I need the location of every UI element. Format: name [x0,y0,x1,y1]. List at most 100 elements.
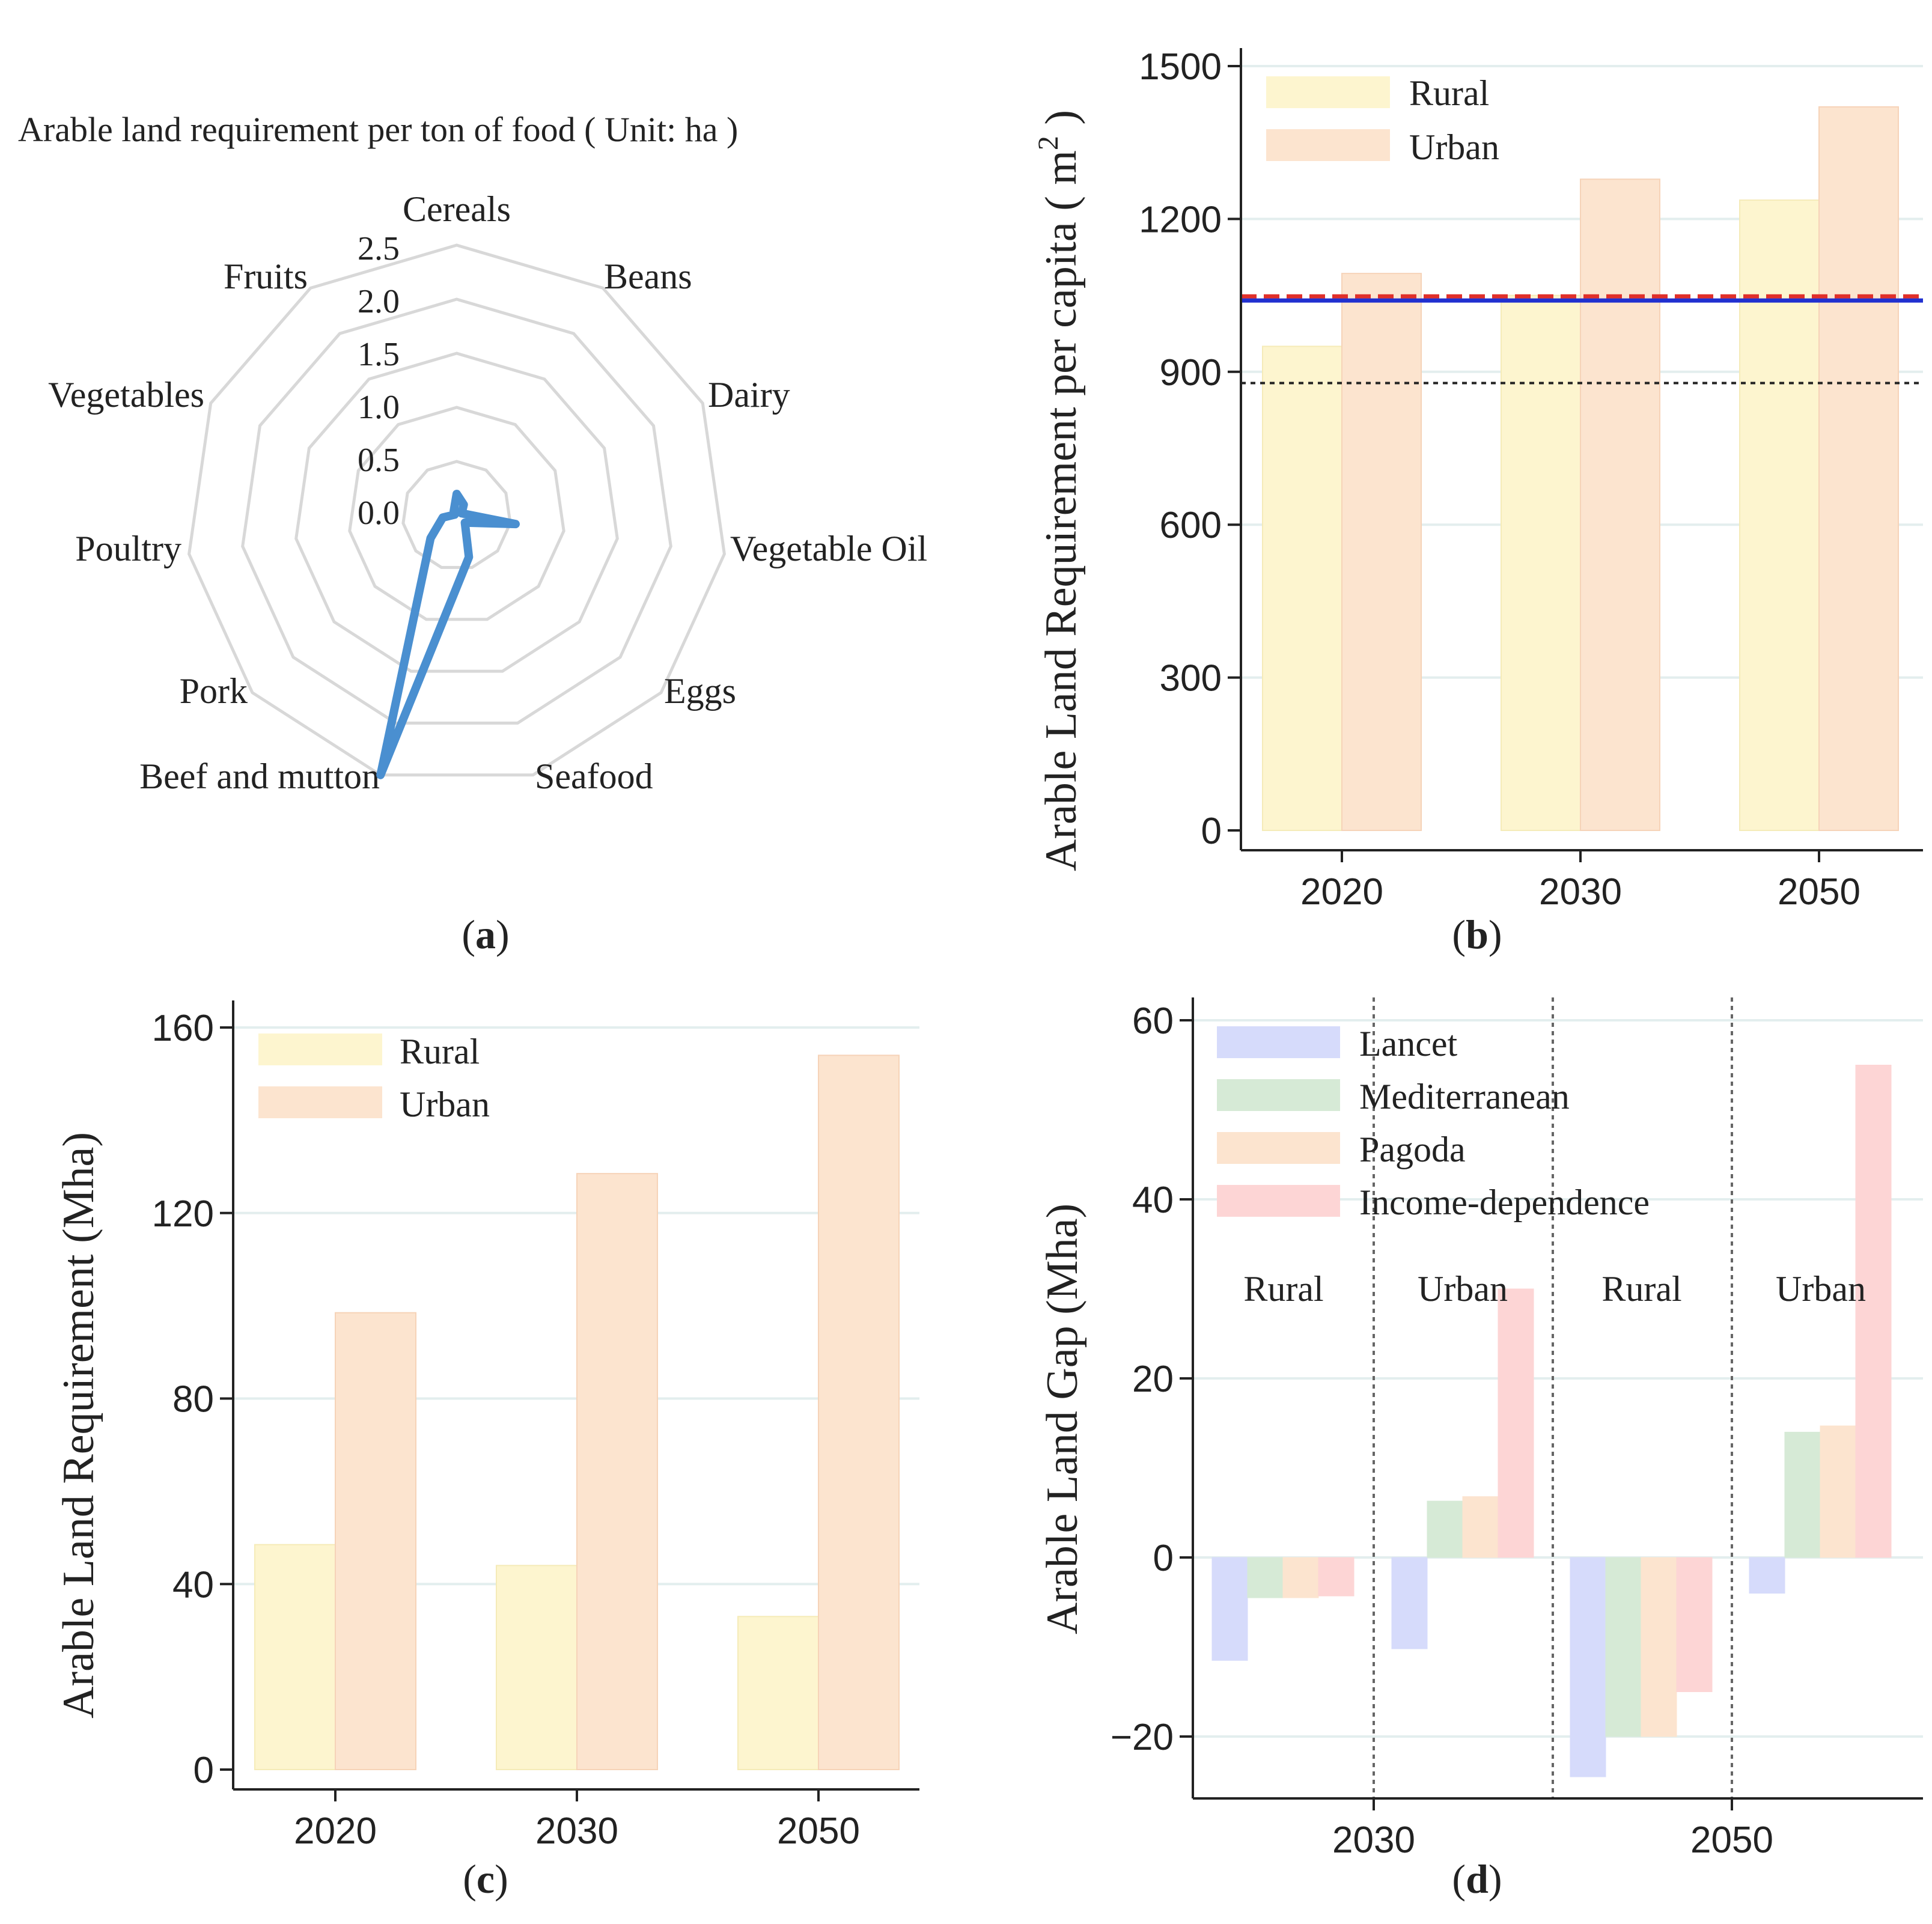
radar-rtick: 2.0 [358,283,400,320]
legend-swatch-urban [258,1086,382,1118]
radar-label-poultry: Poultry [75,529,181,568]
y-tick-label: 120 [152,1193,214,1235]
panel-d-x-ticks: 2030 2050 [1332,1798,1773,1861]
panel-d-label: (d) [1452,1856,1502,1902]
bar-rural [738,1616,818,1770]
panel-c-y-ticks: 0 40 80 120 160 [152,1008,233,1791]
panel-b-bars [1263,107,1898,830]
legend-swatch-urban [1266,129,1390,161]
radar-label-eggs: Eggs [664,671,736,711]
bar-lancet [1392,1557,1427,1649]
y-tick-label: 1200 [1139,199,1222,240]
legend-label-income-dependence: Income-dependence [1359,1183,1650,1222]
bar-rural [255,1545,335,1770]
bar-income-dependence [1677,1557,1712,1692]
bar-lancet [1749,1557,1785,1594]
legend-swatch-income-dependence [1217,1185,1340,1217]
y-tick-label: 300 [1160,658,1222,699]
bar-income-dependence [1856,1065,1891,1558]
panel-b-ylabel: Arable Land Requirement per capita ( m2 … [1032,110,1086,871]
radar-label-vegetable-oil: Vegetable Oil [730,529,927,568]
radar-radial-ticks: 0.0 0.5 1.0 1.5 2.0 2.5 [358,230,400,532]
y-tick-label: 60 [1132,1000,1174,1042]
bar-urban [577,1174,657,1770]
radar-rtick: 1.0 [358,389,400,426]
bar-urban [1580,179,1660,830]
bar-mediterranean [1248,1557,1283,1598]
radar-label-vegetables: Vegetables [48,375,204,415]
y-tick-label: 1500 [1139,46,1222,88]
bar-income-dependence [1318,1557,1354,1596]
area-label: Rural [1601,1269,1681,1309]
radar-rtick: 0.5 [358,442,400,479]
legend-label-lancet: Lancet [1359,1024,1458,1064]
y-tick-label: 0 [1201,811,1222,852]
legend-swatch-rural [258,1034,382,1065]
radar-label-dairy: Dairy [708,375,790,415]
area-label: Urban [1418,1269,1508,1309]
legend-label-pagoda: Pagoda [1359,1130,1466,1169]
y-tick-label: 160 [152,1008,214,1049]
bar-mediterranean [1785,1432,1820,1557]
legend-swatch-mediterranean [1217,1079,1340,1111]
legend-label-urban: Urban [400,1085,490,1124]
panel-b-legend: Rural Urban [1266,73,1499,167]
radar-category-labels: Cereals Beans Dairy Vegetable Oil Eggs S… [48,189,927,796]
panel-b-y-ticks: 0 300 600 900 1200 1500 [1139,46,1241,852]
x-tick-label: 2050 [777,1810,860,1852]
y-tick-label: 40 [172,1564,214,1606]
x-tick-label: 2020 [1300,871,1383,913]
radar-label-seafood: Seafood [535,757,653,796]
legend-swatch-pagoda [1217,1132,1340,1164]
legend-swatch-rural [1266,76,1390,108]
y-tick-label: 20 [1132,1359,1174,1400]
bar-urban [1819,107,1898,830]
radar-label-pork: Pork [180,671,248,711]
panel-d-y-ticks: −20 0 20 40 60 [1111,1000,1193,1758]
bar-urban [335,1313,416,1770]
y-tick-label: 80 [172,1379,214,1420]
panel-d-ylabel: Arable Land Gap (Mha) [1038,1204,1087,1634]
radar-rtick: 0.0 [358,495,400,532]
bar-pagoda [1283,1557,1318,1598]
x-tick-label: 2050 [1690,1819,1773,1861]
y-tick-label: −20 [1111,1717,1174,1758]
radar-label-fruits: Fruits [224,257,308,296]
bar-rural [496,1565,577,1770]
bar-urban [1342,273,1421,830]
bar-rural [1263,346,1342,830]
panel-c-ylabel: Arable Land Requirement (Mha) [54,1132,103,1719]
x-tick-label: 2050 [1778,871,1860,913]
y-tick-label: 0 [1153,1538,1174,1579]
area-label: Urban [1776,1269,1866,1309]
bar-lancet [1570,1557,1606,1777]
figure: Arable land requirement per ton of food … [0,0,1932,1924]
legend-label-urban: Urban [1409,127,1499,167]
radar-label-cereals: Cereals [403,189,511,229]
panel-c-bar-chart: 0 40 80 120 160 2020 2030 2050 Rural Urban Ara… [54,1000,919,1902]
panel-d-area-labels: Rural Urban Rural Urban [1243,1269,1866,1309]
panel-c-legend: Rural Urban [258,1032,490,1124]
x-tick-label: 2030 [1539,871,1622,913]
area-label: Rural [1243,1269,1323,1309]
radar-rtick: 1.5 [358,336,400,373]
panel-c-label: (c) [463,1856,508,1902]
panel-b-label: (b) [1452,912,1502,957]
legend-swatch-lancet [1217,1026,1340,1058]
y-tick-label: 0 [194,1750,214,1791]
radar-label-beef-and-mutton: Beef and mutton [139,757,380,796]
panel-c-x-ticks: 2020 2030 2050 [294,1789,860,1852]
bar-pagoda [1641,1557,1677,1737]
bar-income-dependence [1498,1289,1534,1557]
panel-a-title: Arable land requirement per ton of food … [18,110,738,149]
legend-label-mediterranean: Mediterranean [1359,1077,1570,1116]
y-tick-label: 600 [1160,505,1222,546]
panel-a-label: (a) [462,912,509,957]
legend-label-rural: Rural [1409,73,1489,113]
bar-urban [818,1055,899,1770]
panel-d-gridlines [1193,1020,1923,1737]
y-tick-label: 900 [1160,352,1222,394]
x-tick-label: 2030 [1332,1819,1415,1861]
panel-b-bar-chart: 0 300 600 900 1200 1500 2020 2030 2050 Rural Ur… [1032,46,1923,957]
panel-d-legend: Lancet Mediterranean Pagoda Income-depen… [1217,1024,1650,1222]
